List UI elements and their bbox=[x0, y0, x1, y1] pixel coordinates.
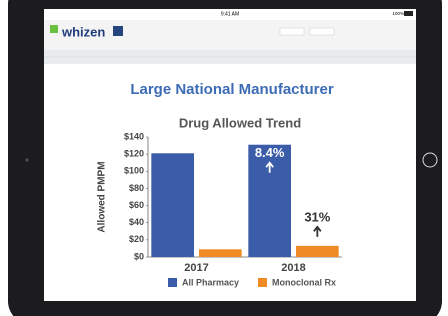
chart-title: Large National Manufacturer bbox=[130, 81, 334, 98]
y-tick-label: $140 bbox=[124, 131, 144, 141]
y-tick-label: $40 bbox=[129, 217, 144, 227]
screenshot: 9:41 AM 100% whizen Large National Manuf… bbox=[0, 0, 448, 316]
x-tick-label: 2018 bbox=[281, 262, 305, 274]
x-tick-label: 2017 bbox=[184, 262, 208, 274]
legend-label: Monoclonal Rx bbox=[272, 277, 336, 287]
camera bbox=[26, 159, 29, 162]
toolbar-button[interactable] bbox=[280, 28, 304, 35]
app-button[interactable] bbox=[113, 26, 123, 36]
bar bbox=[151, 153, 194, 257]
chart-subtitle: Drug Allowed Trend bbox=[179, 115, 301, 130]
y-tick-label: $120 bbox=[124, 149, 144, 159]
app-logo: whizen bbox=[61, 24, 105, 39]
bar bbox=[296, 246, 339, 257]
annotation: 8.4% bbox=[255, 145, 285, 160]
legend-swatch bbox=[258, 278, 267, 287]
legend-swatch bbox=[168, 278, 177, 287]
y-tick-label: $20 bbox=[129, 234, 144, 244]
y-axis-label: Allowed PMPM bbox=[97, 161, 108, 232]
clock: 9:41 AM bbox=[221, 11, 239, 17]
y-tick-label: $80 bbox=[129, 183, 144, 193]
legend-label: All Pharmacy bbox=[182, 277, 239, 287]
annotation: 31% bbox=[304, 209, 330, 224]
y-tick-label: $0 bbox=[134, 251, 144, 261]
y-tick-label: $100 bbox=[124, 166, 144, 176]
menu-icon[interactable] bbox=[50, 25, 58, 33]
bar bbox=[199, 249, 242, 257]
battery-icon bbox=[404, 11, 413, 16]
y-tick-label: $60 bbox=[129, 200, 144, 210]
battery: 100% bbox=[392, 11, 404, 16]
toolbar-button[interactable] bbox=[310, 28, 334, 35]
